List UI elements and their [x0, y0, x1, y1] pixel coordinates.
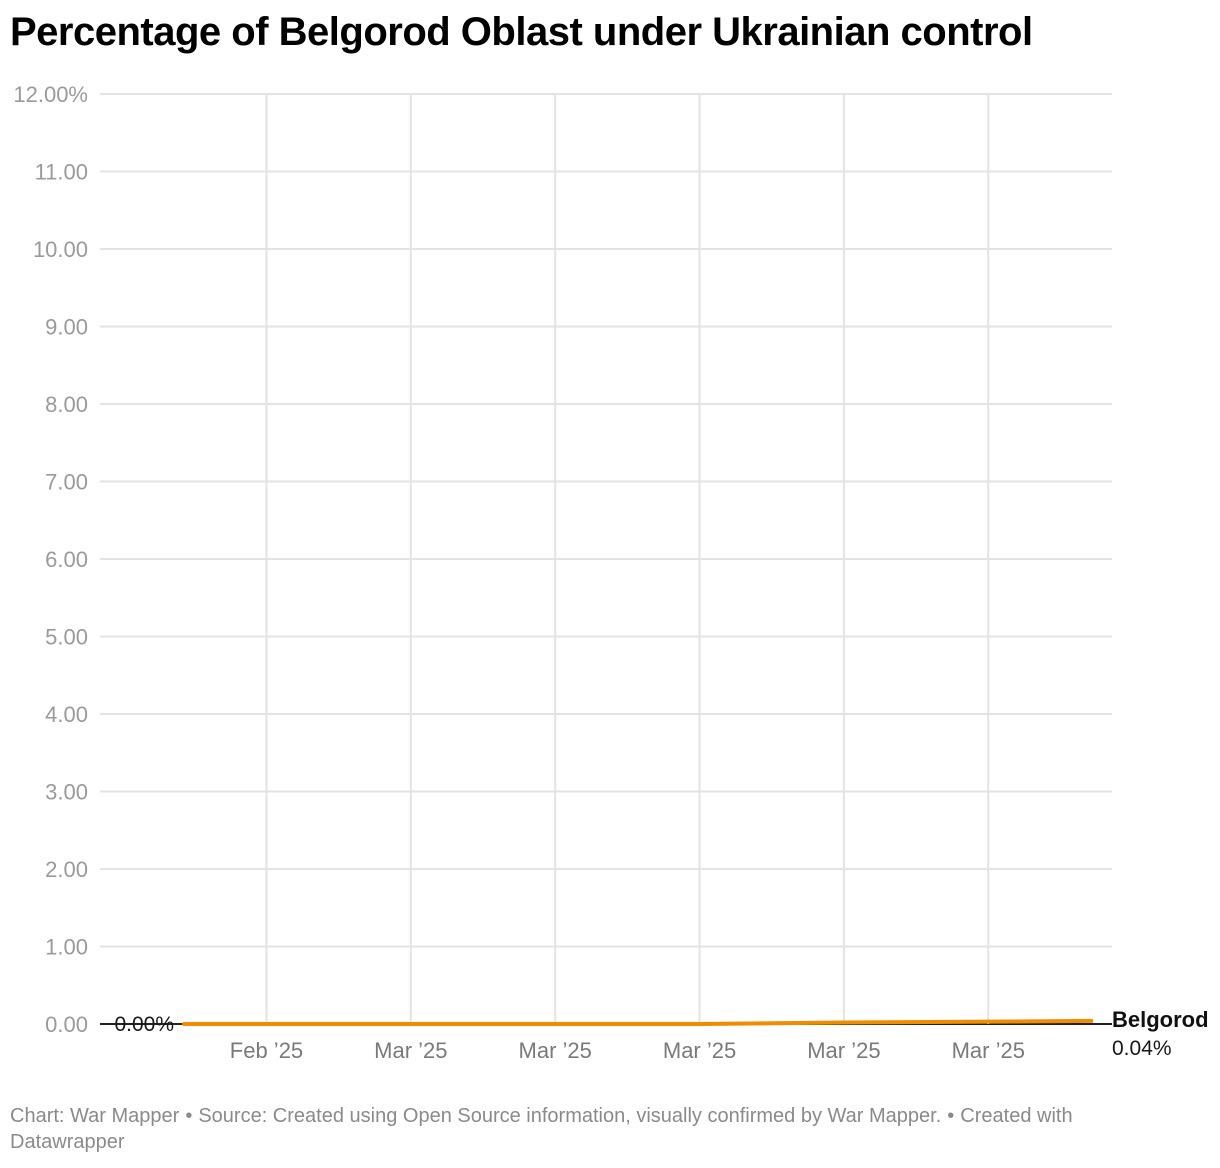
y-tick-label: 7.00: [45, 470, 88, 495]
y-tick-label: 6.00: [45, 547, 88, 572]
series-name-label: Belgorod: [1112, 1007, 1209, 1032]
series-layer: [182, 1018, 1094, 1026]
series-line-belgorod: [182, 1018, 1094, 1026]
x-tick-label: Mar ’25: [519, 1038, 592, 1063]
y-tick-label: 9.00: [45, 315, 88, 340]
x-tick-label: Mar ’25: [374, 1038, 447, 1063]
y-tick-label: 10.00: [33, 237, 88, 262]
footer-separator: •: [947, 1105, 955, 1127]
y-tick-label: 2.00: [45, 857, 88, 882]
y-gridlines: [100, 93, 1112, 1025]
end-value-label: 0.04%: [1112, 1037, 1172, 1060]
y-tick-label: 3.00: [45, 780, 88, 805]
y-tick-label: 1.00: [45, 935, 88, 960]
y-tick-label: 5.00: [45, 625, 88, 650]
x-tick-label: Mar ’25: [663, 1038, 736, 1063]
x-axis-tick-labels: Feb ’25 Mar ’25 Mar ’25 Mar ’25 Mar ’25 Mar ’…: [230, 1038, 1025, 1063]
y-axis-tick-labels: 12.00% 11.00 10.00 9.00 8.00 7.00 6.00 5.00 4.00…: [13, 82, 88, 1037]
start-value-label: 0.00%: [114, 1013, 174, 1036]
source-note: Source: Created using Open Source inform…: [198, 1105, 942, 1127]
y-tick-label: 4.00: [45, 702, 88, 727]
line-chart: 12.00% 11.00 10.00 9.00 8.00 7.00 6.00 5.00 4.00…: [13, 82, 1208, 1063]
footer-separator: •: [185, 1105, 193, 1127]
series-annotations: 0.00% Belgorod 0.04%: [114, 1007, 1208, 1060]
x-tick-label: Mar ’25: [807, 1038, 880, 1063]
chart-footer: Chart: War Mapper • Source: Created using …: [10, 1103, 1190, 1155]
y-tick-label: 11.00: [35, 160, 88, 185]
x-tick-label: Mar ’25: [952, 1038, 1025, 1063]
chart-title: Percentage of Belgorod Oblast under Ukra…: [10, 10, 1033, 54]
chart-credit: Chart: War Mapper: [10, 1105, 180, 1127]
y-tick-label: 12.00%: [13, 82, 88, 107]
y-tick-label: 0.00: [45, 1012, 88, 1037]
x-gridlines: [265, 94, 990, 1024]
x-tick-label: Feb ’25: [230, 1038, 303, 1063]
created-with-note: Created with Datawrapper: [10, 1105, 1073, 1153]
y-tick-label: 8.00: [45, 392, 88, 417]
